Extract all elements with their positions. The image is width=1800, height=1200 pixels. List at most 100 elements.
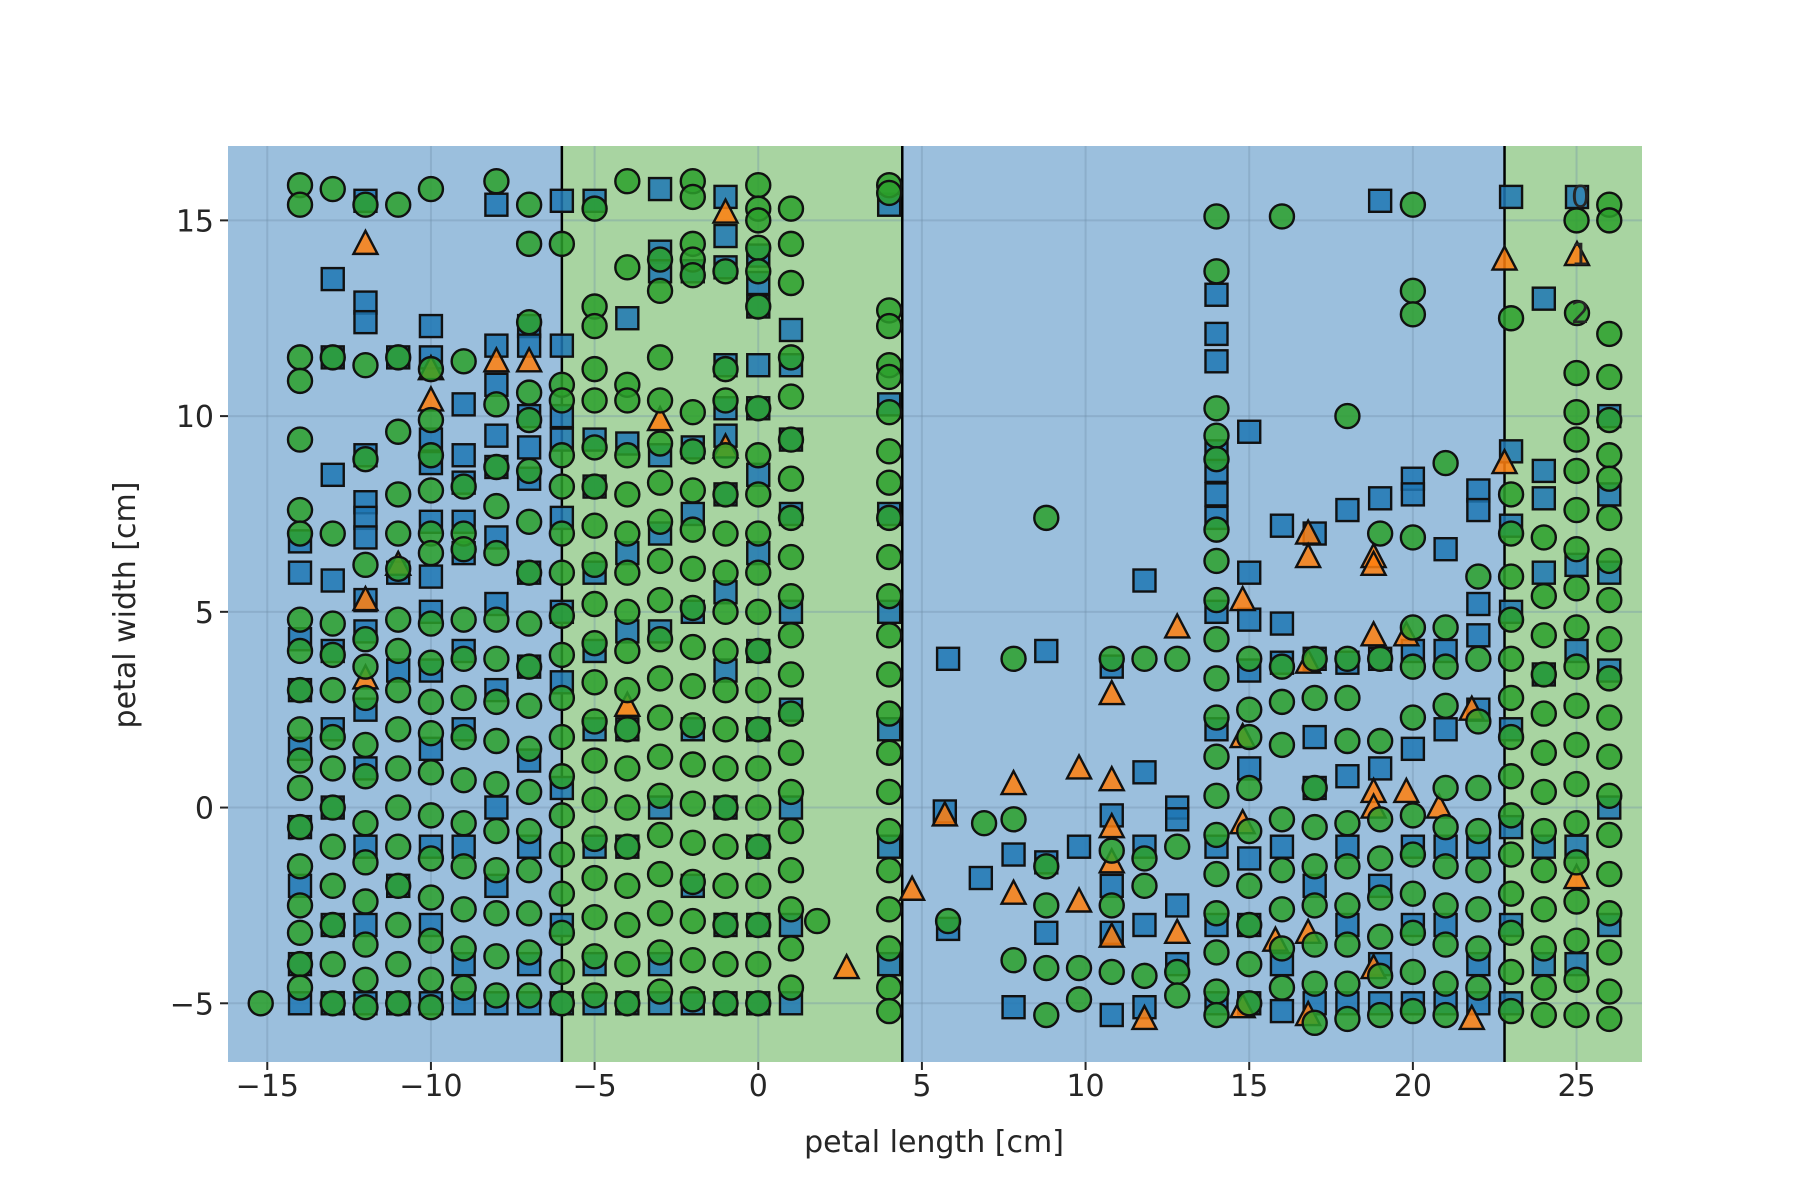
point-class-2 [483,606,510,633]
point-class-2 [1000,645,1027,673]
point-class-2 [646,469,674,496]
point-class-2 [614,755,641,782]
point-class-0 [1237,419,1262,444]
point-class-2 [712,387,739,414]
point-class-2 [450,853,477,880]
point-class-0 [1531,560,1557,585]
point-class-2 [1465,708,1492,735]
point-class-2 [745,258,772,285]
point-class-2 [1399,524,1427,551]
point-class-2 [875,622,903,649]
point-class-2 [1596,547,1623,575]
point-class-2 [875,997,903,1025]
point-class-2 [1497,563,1525,590]
point-class-2 [450,348,477,375]
point-class-2 [286,950,314,978]
point-class-2 [417,993,445,1021]
point-class-0 [1531,458,1557,484]
point-class-2 [450,896,477,923]
point-class-2 [1497,841,1525,868]
point-class-2 [1399,802,1427,829]
point-class-2 [1164,833,1191,860]
point-class-2 [319,723,346,751]
point-class-2 [1203,203,1230,230]
point-class-2 [679,398,706,426]
point-class-2 [712,481,739,508]
point-class-2 [1236,774,1263,802]
point-class-2 [417,175,445,203]
point-class-2 [1596,821,1623,849]
point-class-1 [1065,752,1093,780]
point-class-2 [450,974,477,1001]
point-class-2 [417,884,445,911]
point-class-1 [1097,678,1126,706]
point-class-2 [385,833,412,860]
point-class-2 [1366,923,1394,950]
point-class-2 [352,966,379,993]
point-class-0 [1433,536,1458,562]
point-class-2 [1596,207,1623,234]
point-class-2 [1366,520,1394,547]
point-class-2 [777,622,805,649]
point-class-2 [581,512,608,539]
point-class-2 [679,183,706,211]
point-class-2 [1563,426,1590,453]
point-class-0 [1237,560,1262,585]
x-tick-label: 0 [749,1069,768,1104]
point-class-2 [614,254,641,281]
point-class-2 [385,794,412,821]
point-class-2 [777,856,805,884]
point-class-2 [1465,974,1492,1001]
point-class-2 [679,712,706,739]
point-class-2 [1334,645,1361,673]
point-class-2 [581,708,608,735]
point-class-2 [646,978,674,1005]
point-class-2 [1203,704,1230,731]
point-class-2 [1432,614,1459,641]
point-class-2 [286,716,314,743]
point-class-1 [1359,549,1388,577]
point-class-2 [777,230,805,258]
point-class-2 [1268,974,1296,1001]
point-class-2 [352,993,379,1021]
point-class-2 [1530,622,1558,649]
point-class-2 [483,982,510,1009]
point-class-2 [745,872,772,900]
point-class-1 [1359,619,1388,647]
point-class-2 [352,352,379,379]
point-class-2 [548,880,576,907]
point-class-2 [385,418,412,445]
point-class-2 [319,794,346,821]
point-class-2 [745,676,772,704]
point-class-2 [581,864,608,892]
point-class-2 [679,594,706,622]
point-class-0 [484,795,509,820]
point-class-2 [614,481,641,508]
point-class-1 [1097,921,1126,948]
point-class-2 [483,856,510,884]
point-class-2 [548,559,576,586]
point-class-2 [1366,727,1394,755]
point-class-2 [777,700,805,727]
point-class-2 [1236,723,1263,751]
point-class-2 [1033,853,1060,880]
legend-label-1: 1 [1571,238,1590,273]
point-class-2 [777,778,805,806]
point-class-2 [646,860,674,888]
y-tick-label: −5 [170,987,214,1022]
point-class-0 [1302,724,1327,750]
point-class-0 [1466,497,1491,523]
point-class-2 [515,559,543,586]
point-class-2 [450,645,477,673]
point-class-0 [1204,321,1229,347]
point-class-0 [1367,188,1393,214]
point-class-2 [1098,837,1125,864]
point-class-0 [320,568,345,593]
point-class-2 [247,990,274,1017]
point-class-2 [646,246,674,273]
point-class-2 [712,755,739,782]
point-class-2 [1530,700,1558,727]
point-class-2 [1530,582,1558,610]
point-class-2 [1033,892,1060,919]
point-class-1 [613,690,642,717]
